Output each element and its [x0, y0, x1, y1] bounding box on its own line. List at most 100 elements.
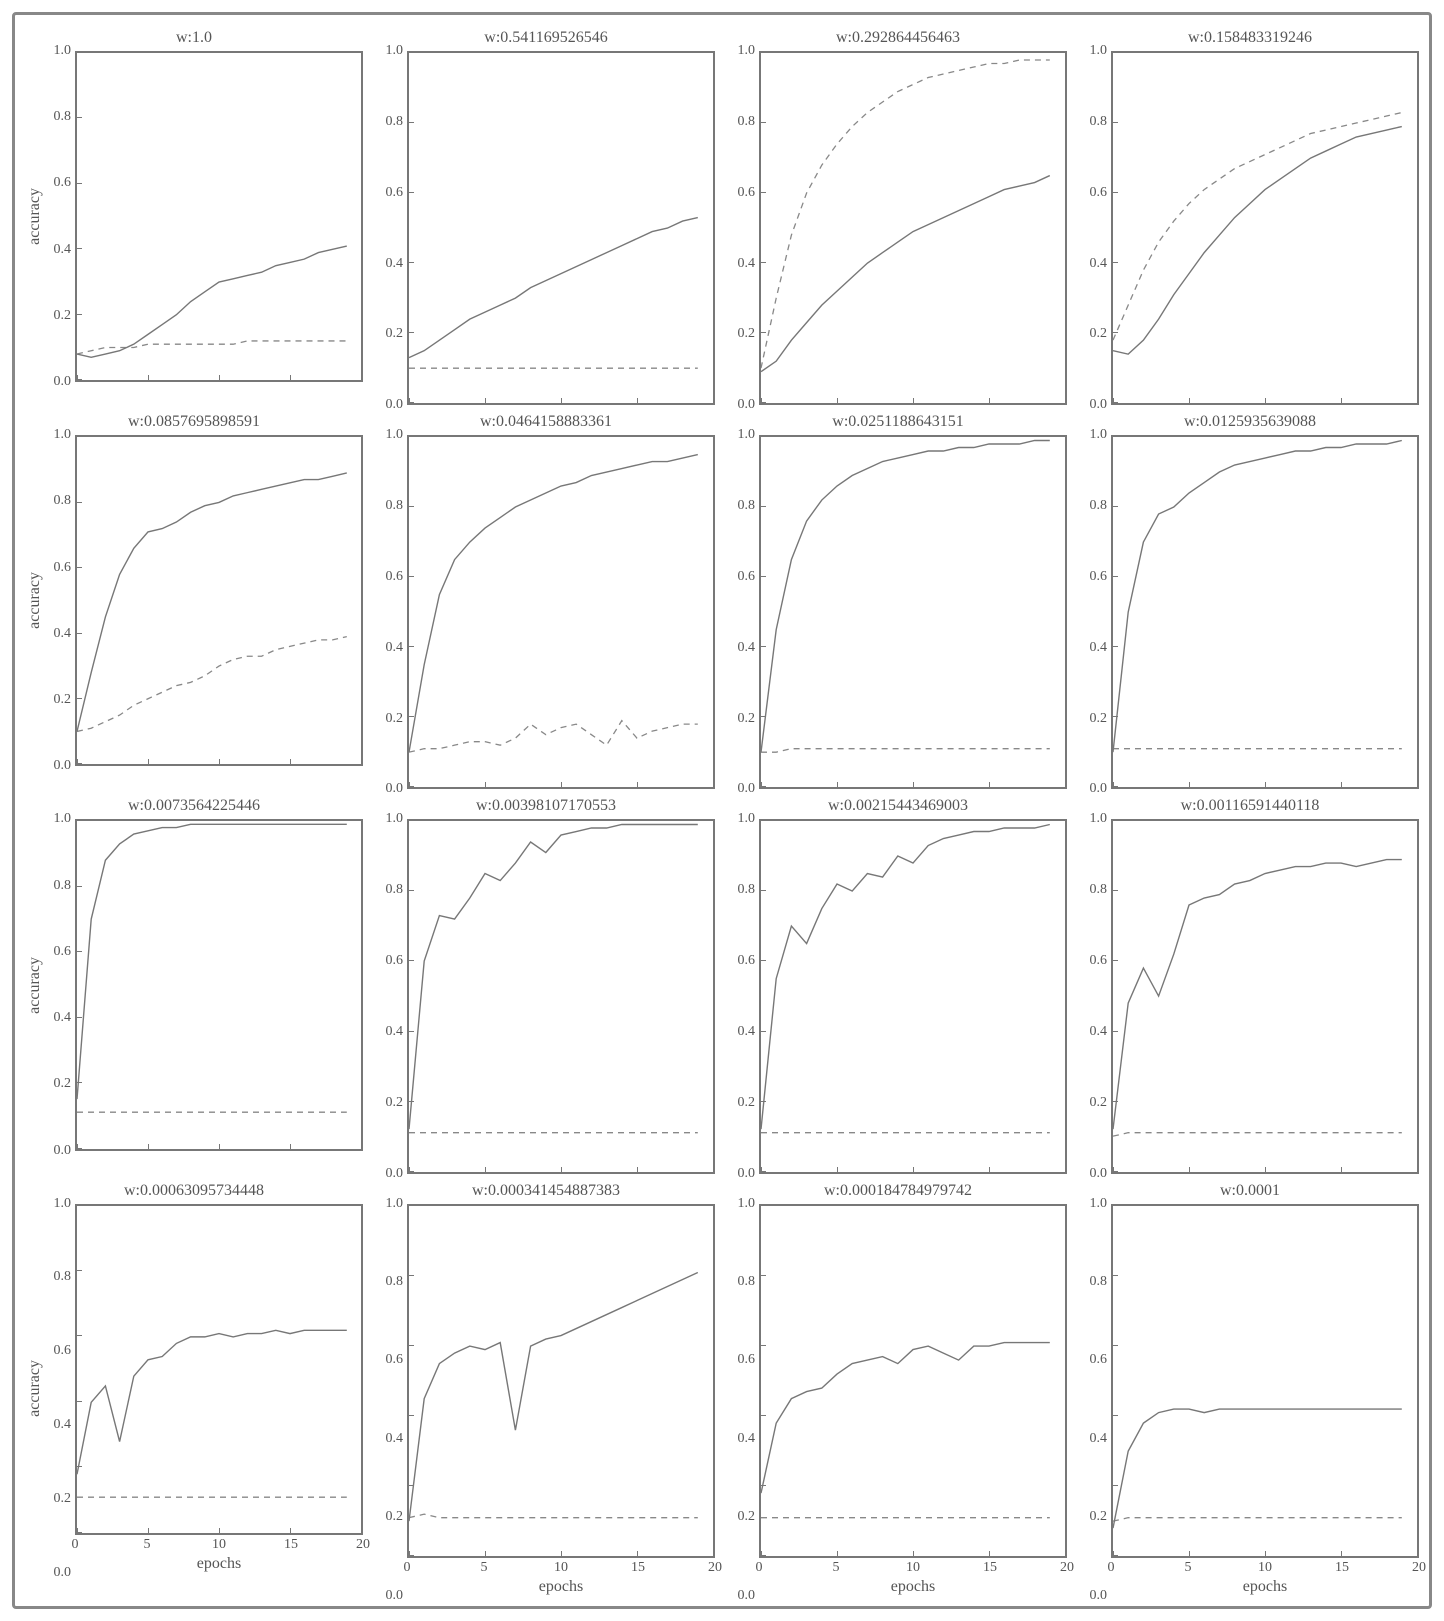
y-tick-label: 0.4	[1090, 256, 1108, 272]
y-tick-label: 0.6	[738, 1352, 756, 1368]
y-tick-label: 0.0	[386, 1588, 404, 1604]
y-tick-label: 0.0	[1090, 781, 1108, 797]
subplot-title: w:1.0	[25, 29, 363, 47]
y-tick-label: 0.4	[54, 242, 72, 258]
x-tick-label: 0	[756, 1560, 763, 1576]
y-tick-label: 0.6	[386, 953, 404, 969]
y-tick-label: 0.0	[54, 1565, 72, 1581]
y-axis-ticks: 0.00.20.40.60.81.0	[45, 51, 75, 382]
y-tick-label: 0.0	[738, 397, 756, 413]
y-tick-label: 0.8	[54, 493, 72, 509]
series-solid	[409, 825, 698, 1130]
y-axis-ticks: 0.00.20.40.60.81.0	[729, 819, 759, 1173]
y-tick-label: 0.6	[54, 944, 72, 960]
y-tick-label: 0.8	[1090, 114, 1108, 130]
y-tick-label: 0.2	[1090, 711, 1108, 727]
series-dashed	[409, 1514, 698, 1518]
y-tick-label: 0.4	[54, 1010, 72, 1026]
y-tick-label: 0.2	[54, 1491, 72, 1507]
y-tick-label: 0.4	[1090, 1431, 1108, 1447]
subplot: w:0.1584833192460.00.20.40.60.81.0	[1081, 29, 1419, 405]
series-dashed	[409, 721, 698, 753]
plot-area	[75, 1204, 363, 1535]
subplot: w:0.00010.00.20.40.60.81.005101520epochs	[1081, 1182, 1419, 1596]
y-tick-label: 0.4	[738, 256, 756, 272]
y-tick-label: 0.2	[738, 711, 756, 727]
plot-area	[759, 1204, 1067, 1558]
subplot: w:0.00063095734448accuracy0.00.20.40.60.…	[25, 1182, 363, 1596]
y-tick-label: 1.0	[738, 811, 756, 827]
y-tick-label: 0.2	[386, 1509, 404, 1525]
y-tick-label: 0.0	[386, 1166, 404, 1182]
x-tick-label: 10	[212, 1537, 226, 1553]
y-tick-label: 0.2	[738, 1509, 756, 1525]
y-tick-label: 0.8	[54, 878, 72, 894]
subplot-title: w:0.158483319246	[1081, 29, 1419, 47]
y-tick-label: 0.4	[1090, 1024, 1108, 1040]
subplot: w:0.0857695898591accuracy0.00.20.40.60.8…	[25, 413, 363, 789]
y-tick-label: 0.8	[54, 1269, 72, 1285]
x-axis-ticks: 05101520	[1111, 1558, 1419, 1578]
y-tick-label: 0.6	[738, 569, 756, 585]
y-tick-label: 0.2	[386, 326, 404, 342]
y-tick-label: 0.6	[386, 569, 404, 585]
y-tick-label: 0.2	[738, 1095, 756, 1111]
y-tick-label: 0.4	[386, 1024, 404, 1040]
subplot-title: w:0.0464158883361	[377, 413, 715, 431]
x-axis-label: epochs	[407, 1578, 715, 1596]
series-dashed	[1113, 1517, 1402, 1521]
series-solid	[77, 825, 347, 1100]
subplot: w:0.2928644564630.00.20.40.60.81.0	[729, 29, 1067, 405]
subplot: w:0.0001847849797420.00.20.40.60.81.0051…	[729, 1182, 1067, 1596]
series-dashed	[761, 749, 1050, 753]
x-tick-label: 10	[1258, 1560, 1272, 1576]
x-tick-label: 20	[1060, 1560, 1074, 1576]
y-tick-label: 0.8	[386, 498, 404, 514]
subplot: w:0.04641588833610.00.20.40.60.81.0	[377, 413, 715, 789]
y-tick-label: 0.2	[738, 326, 756, 342]
x-axis-label: epochs	[75, 1555, 363, 1573]
series-solid	[409, 455, 698, 753]
subplot: w:0.002154434690030.00.20.40.60.81.0	[729, 797, 1067, 1173]
y-axis-ticks: 0.00.20.40.60.81.0	[45, 435, 75, 766]
y-tick-label: 1.0	[386, 811, 404, 827]
y-tick-label: 1.0	[54, 427, 72, 443]
y-tick-label: 0.6	[1090, 953, 1108, 969]
y-tick-label: 0.6	[386, 185, 404, 201]
y-axis-ticks: 0.00.20.40.60.81.0	[377, 51, 407, 405]
y-axis-label: accuracy	[26, 1360, 44, 1417]
series-solid	[77, 1330, 347, 1474]
plot-area	[75, 435, 363, 766]
series-solid	[761, 1342, 1050, 1493]
y-tick-label: 0.8	[738, 114, 756, 130]
x-tick-label: 10	[554, 1560, 568, 1576]
y-tick-label: 0.8	[1090, 1274, 1108, 1290]
y-axis-ticks: 0.00.20.40.60.81.0	[377, 435, 407, 789]
series-dashed	[77, 341, 347, 354]
y-tick-label: 1.0	[54, 43, 72, 59]
y-axis-label: accuracy	[26, 188, 44, 245]
plot-area	[407, 1204, 715, 1558]
y-tick-label: 0.6	[54, 175, 72, 191]
series-dashed	[761, 60, 1050, 368]
y-tick-label: 0.2	[54, 308, 72, 324]
y-tick-label: 0.0	[738, 1166, 756, 1182]
y-tick-label: 0.4	[54, 626, 72, 642]
x-axis-ticks: 05101520	[75, 1535, 363, 1555]
y-tick-label: 0.0	[54, 758, 72, 774]
y-tick-label: 0.6	[1090, 185, 1108, 201]
y-tick-label: 1.0	[54, 1196, 72, 1212]
y-tick-label: 0.4	[1090, 640, 1108, 656]
y-tick-label: 0.6	[54, 560, 72, 576]
y-tick-label: 0.4	[386, 640, 404, 656]
series-solid	[77, 246, 347, 357]
subplot: w:1.0accuracy0.00.20.40.60.81.0	[25, 29, 363, 405]
series-solid	[409, 218, 698, 358]
x-tick-label: 0	[1108, 1560, 1115, 1576]
series-solid	[409, 1272, 698, 1521]
series-solid	[1113, 441, 1402, 753]
plot-area	[1111, 51, 1419, 405]
x-tick-label: 5	[144, 1537, 151, 1553]
subplot: w:0.0073564225446accuracy0.00.20.40.60.8…	[25, 797, 363, 1173]
y-tick-label: 0.4	[386, 1431, 404, 1447]
